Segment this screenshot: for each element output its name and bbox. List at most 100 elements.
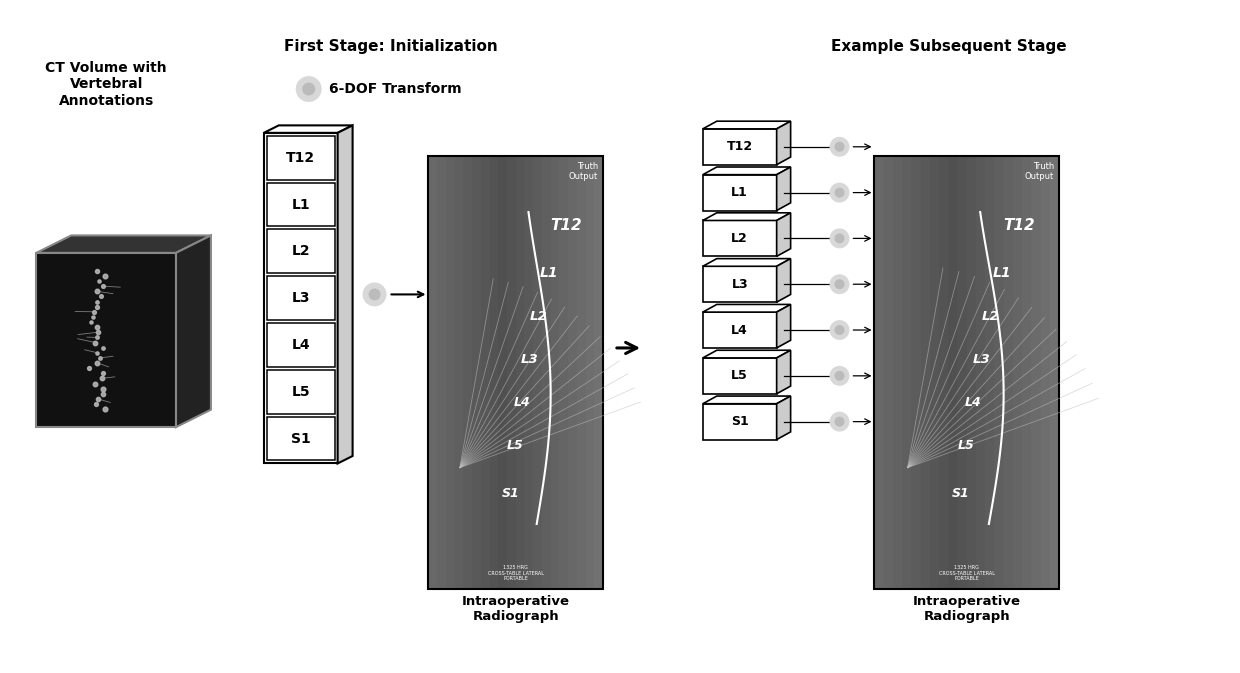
Point [95,404,115,415]
Polygon shape [776,258,791,302]
Circle shape [830,275,849,294]
Bar [703,129,776,165]
Text: L3: L3 [972,353,990,366]
Circle shape [368,289,381,300]
Circle shape [835,417,844,427]
Bar [874,155,1059,589]
Text: L4: L4 [291,338,310,352]
Bar [703,221,776,256]
Circle shape [830,137,849,157]
Bar [36,253,176,427]
Bar [703,267,776,302]
Text: S1: S1 [291,431,310,446]
Text: L3: L3 [291,291,310,305]
Bar [267,323,335,367]
Bar [267,276,335,320]
Point [88,394,108,404]
Point [83,312,103,322]
Bar [267,136,335,180]
Point [93,384,113,394]
Point [84,378,104,389]
Polygon shape [703,258,791,267]
Text: L2: L2 [529,310,547,322]
Text: T12: T12 [286,151,315,165]
Bar [930,155,939,589]
Bar [594,155,603,589]
Bar [1003,155,1013,589]
Polygon shape [703,396,791,404]
Text: L1: L1 [541,266,559,280]
Bar [464,155,472,589]
Bar [703,312,776,348]
Bar [577,155,585,589]
Bar [976,155,986,589]
Bar [893,155,903,589]
Circle shape [830,228,849,248]
Text: L2: L2 [982,310,999,322]
Polygon shape [776,213,791,256]
Text: L1: L1 [291,198,310,211]
Text: Intraoperative
Radiograph: Intraoperative Radiograph [913,595,1021,623]
Text: L1: L1 [732,186,748,199]
Bar [264,133,337,464]
Bar [1050,155,1059,589]
Text: L3: L3 [732,278,748,291]
Circle shape [362,283,387,306]
Bar [986,155,994,589]
Bar [542,155,551,589]
Point [81,317,100,328]
Polygon shape [776,167,791,211]
Text: L5: L5 [291,385,310,399]
Text: L2: L2 [732,232,748,245]
Text: L4: L4 [965,396,982,409]
Polygon shape [176,236,211,427]
Polygon shape [776,396,791,439]
Circle shape [835,142,844,152]
Text: L5: L5 [957,439,975,452]
Polygon shape [703,350,791,358]
Point [87,322,107,332]
Point [93,281,113,291]
Bar [498,155,507,589]
Text: Truth
Output: Truth Output [1024,162,1054,181]
Polygon shape [703,304,791,312]
Text: Truth
Output: Truth Output [569,162,598,181]
Text: Intraoperative
Radiograph: Intraoperative Radiograph [461,595,569,623]
Bar [903,155,911,589]
Bar [703,404,776,439]
Polygon shape [703,121,791,129]
Text: T12: T12 [727,140,753,153]
Point [84,306,104,317]
Point [93,343,113,353]
Bar [559,155,568,589]
Point [87,265,107,276]
Point [87,296,107,307]
Polygon shape [703,167,791,175]
Text: L3: L3 [521,353,538,366]
Bar [525,155,533,589]
Bar [533,155,542,589]
Bar [568,155,577,589]
Polygon shape [703,213,791,221]
Circle shape [835,371,844,381]
Bar [911,155,920,589]
Point [93,388,113,399]
Polygon shape [36,236,211,253]
Bar [994,155,1003,589]
Bar [507,155,516,589]
Text: 1325 HRG
CROSS-TABLE LATERAL
PORTABLE: 1325 HRG CROSS-TABLE LATERAL PORTABLE [939,565,994,581]
Circle shape [835,279,844,289]
Point [86,337,105,348]
Text: Example Subsequent Stage: Example Subsequent Stage [832,39,1068,55]
Bar [438,155,446,589]
Circle shape [835,234,844,244]
Point [87,332,107,343]
Point [79,363,99,374]
Circle shape [835,325,844,335]
Bar [267,182,335,226]
Text: L1: L1 [992,266,1011,280]
Text: S1: S1 [502,487,520,500]
Point [88,347,108,358]
Polygon shape [776,304,791,348]
Polygon shape [776,121,791,165]
